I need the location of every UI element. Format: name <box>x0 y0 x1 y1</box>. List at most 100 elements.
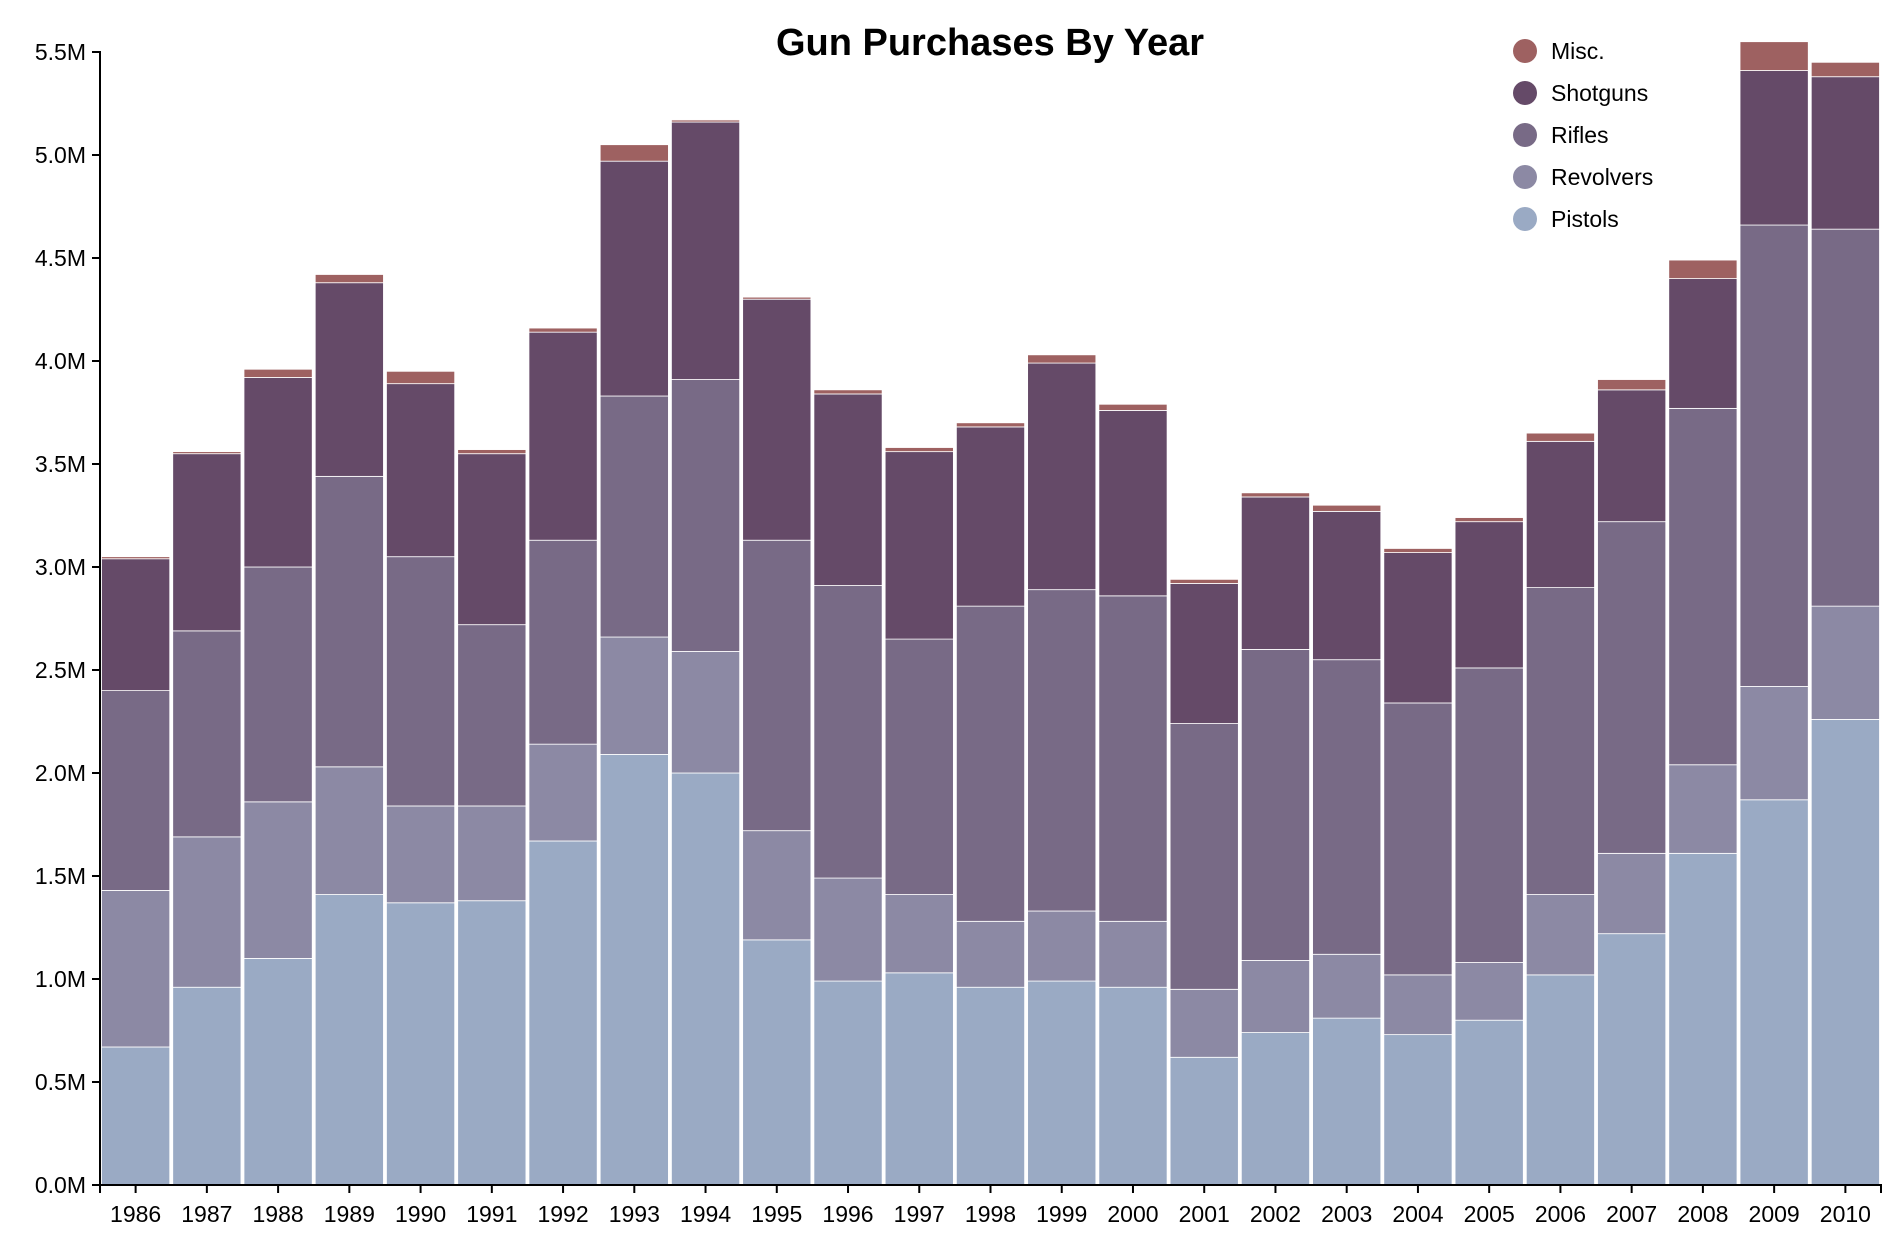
bar-shotguns-2008 <box>1668 278 1738 409</box>
bar-revolvers-1988 <box>243 801 313 959</box>
x-tick-label: 2006 <box>1535 1201 1586 1227</box>
bar-rifles-1997 <box>884 638 954 895</box>
bar-pistols-2009 <box>1739 799 1809 1186</box>
bar-rifles-1996 <box>813 585 883 879</box>
y-tick-label: 1.5M <box>35 863 86 889</box>
y-axis-line <box>92 51 101 1186</box>
x-tick-label: 2003 <box>1321 1201 1372 1227</box>
bar-misc-1999 <box>1027 354 1097 364</box>
legend-swatch-misc <box>1513 39 1537 63</box>
bar-pistols-1989 <box>314 894 384 1186</box>
bar-shotguns-2006 <box>1525 440 1595 588</box>
legend-item-revolvers: Revolvers <box>1513 164 1653 190</box>
bar-misc-1997 <box>884 447 954 453</box>
bar-misc-1989 <box>314 274 384 284</box>
bar-misc-2002 <box>1240 492 1310 498</box>
y-tick-label: 5.0M <box>35 142 86 168</box>
bar-shotguns-1989 <box>314 282 384 477</box>
bar-misc-1991 <box>457 449 527 455</box>
bar-revolvers-1989 <box>314 766 384 895</box>
bar-shotguns-1996 <box>813 393 883 586</box>
x-tick-label: 1991 <box>466 1201 517 1227</box>
bar-rifles-1987 <box>172 630 242 838</box>
bar-revolvers-1997 <box>884 894 954 974</box>
bar-misc-1986 <box>101 556 171 560</box>
bar-rifles-1993 <box>599 395 669 638</box>
bar-revolvers-2007 <box>1597 852 1667 935</box>
bar-shotguns-1986 <box>101 558 171 692</box>
x-tick-label: 2005 <box>1464 1201 1515 1227</box>
y-tick-label: 0.0M <box>35 1172 86 1198</box>
bar-misc-1995 <box>742 296 812 300</box>
bar-pistols-1997 <box>884 972 954 1186</box>
bar-stack-1997 <box>884 447 954 1186</box>
bar-shotguns-1992 <box>528 331 598 541</box>
bar-pistols-2004 <box>1383 1034 1453 1186</box>
bar-stack-1998 <box>955 422 1026 1186</box>
chart-title: Gun Purchases By Year <box>776 22 1204 64</box>
x-tick-label: 2008 <box>1677 1201 1728 1227</box>
bar-shotguns-1994 <box>671 121 741 380</box>
bar-pistols-1991 <box>457 900 527 1186</box>
bar-rifles-2008 <box>1668 407 1738 766</box>
bar-area <box>101 41 1880 1186</box>
bar-shotguns-1997 <box>884 451 954 640</box>
x-tick-label: 2002 <box>1250 1201 1301 1227</box>
bar-pistols-1994 <box>671 772 741 1186</box>
x-tick-label: 1988 <box>253 1201 304 1227</box>
x-tick-label: 1992 <box>537 1201 588 1227</box>
bar-revolvers-2005 <box>1454 962 1524 1021</box>
x-tick-label: 1990 <box>395 1201 446 1227</box>
bar-rifles-2007 <box>1597 521 1667 854</box>
x-tick-label: 1987 <box>181 1201 232 1227</box>
bar-stack-2009 <box>1739 41 1809 1186</box>
bar-rifles-1999 <box>1027 589 1097 912</box>
bar-rifles-1991 <box>457 624 527 807</box>
bar-stack-2000 <box>1098 403 1168 1186</box>
bar-misc-2008 <box>1668 259 1738 279</box>
bar-shotguns-2010 <box>1810 76 1880 230</box>
bar-stack-1990 <box>386 370 456 1186</box>
x-tick-label: 2000 <box>1107 1201 1158 1227</box>
bar-misc-1988 <box>243 368 313 378</box>
bar-revolvers-1994 <box>671 651 741 774</box>
x-axis: 1986 1987 1988 1989 1990 1991 1992 1993 1994 1995… <box>99 1184 1882 1227</box>
bar-revolvers-1996 <box>813 877 883 982</box>
bar-shotguns-1991 <box>457 453 527 626</box>
bar-revolvers-1993 <box>599 636 669 755</box>
bar-revolvers-2004 <box>1383 974 1453 1036</box>
bar-shotguns-2005 <box>1454 521 1524 669</box>
x-tick-label: 1997 <box>894 1201 945 1227</box>
bar-revolvers-2003 <box>1312 953 1382 1019</box>
bar-revolvers-1995 <box>742 830 812 941</box>
bar-revolvers-2010 <box>1810 605 1880 720</box>
legend-swatch-shotguns <box>1513 81 1537 105</box>
bar-misc-1990 <box>386 370 456 385</box>
y-tick-label: 1.0M <box>35 966 86 992</box>
bar-stack-1992 <box>528 327 598 1186</box>
y-tick-label: 3.5M <box>35 451 86 477</box>
bar-stack-1988 <box>243 368 313 1186</box>
bar-misc-2006 <box>1525 432 1595 442</box>
x-tick-label: 1998 <box>965 1201 1016 1227</box>
bar-pistols-1998 <box>955 986 1026 1186</box>
bar-pistols-2000 <box>1098 986 1168 1186</box>
bar-misc-1996 <box>813 389 883 395</box>
x-tick-label: 1996 <box>822 1201 873 1227</box>
bar-misc-1994 <box>671 119 741 123</box>
bar-rifles-1998 <box>955 605 1026 922</box>
bar-shotguns-2007 <box>1597 389 1667 523</box>
y-tick-label: 0.5M <box>35 1069 86 1095</box>
bar-misc-1992 <box>528 327 598 333</box>
x-tick-label: 1995 <box>751 1201 802 1227</box>
bar-shotguns-1993 <box>599 160 669 397</box>
bar-misc-2001 <box>1169 578 1239 584</box>
bar-shotguns-1987 <box>172 453 242 632</box>
bar-revolvers-1986 <box>101 890 171 1048</box>
bar-rifles-2002 <box>1240 649 1310 961</box>
bar-rifles-2000 <box>1098 595 1168 922</box>
bar-shotguns-2009 <box>1739 70 1809 226</box>
bar-stack-1986 <box>101 556 171 1186</box>
bar-rifles-1988 <box>243 566 313 803</box>
